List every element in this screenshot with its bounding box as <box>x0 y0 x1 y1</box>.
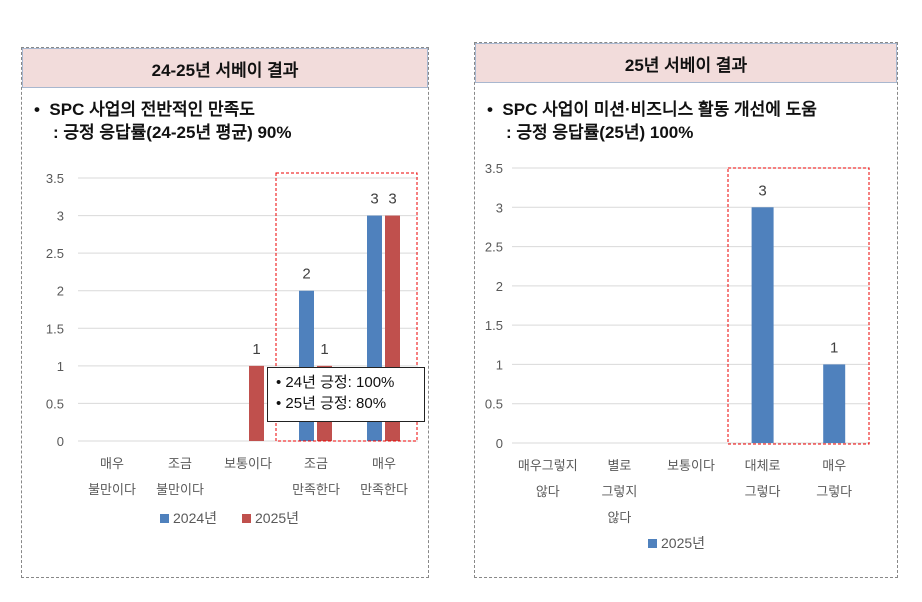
data-label: 2 <box>302 266 310 283</box>
highlight-box <box>275 172 418 442</box>
y-tick-label: 3 <box>57 209 64 224</box>
legend-swatch <box>242 514 251 523</box>
callout-item: 25년 긍정: 80% <box>285 395 387 412</box>
data-label: 3 <box>758 182 766 199</box>
callout-box: • 24년 긍정: 100% • 25년 긍정: 80% <box>267 367 425 422</box>
y-tick-label: 2.5 <box>485 240 503 255</box>
x-tick-label: 보통이다 <box>224 456 272 471</box>
bar-2025년 <box>249 365 264 441</box>
callout-item: 24년 긍정: 100% <box>285 374 395 391</box>
bullet-subtext: : 긍정 응답률(24-25년 평균) 90% <box>53 123 292 142</box>
y-tick-label: 1.5 <box>485 318 503 333</box>
x-tick-label: 매우 <box>372 456 396 471</box>
panel-title: 24-25년 서베이 결과 <box>22 48 428 88</box>
x-tick-label: 별로 <box>607 458 631 473</box>
y-tick-label: 1 <box>496 357 503 372</box>
data-label: 3 <box>388 191 396 208</box>
x-tick-label: 보통이다 <box>667 458 715 473</box>
y-tick-label: 1.5 <box>46 321 64 336</box>
legend-label: 2024년 <box>173 510 217 526</box>
bar-2025년 <box>751 207 774 443</box>
x-tick-label: 조금 <box>304 456 328 471</box>
panel-left: 24-25년 서베이 결과 • SPC 사업의 전반적인 만족도 : 긍정 응답… <box>21 47 429 578</box>
highlight-box <box>727 167 870 445</box>
x-tick-label: 그렇지 <box>601 484 637 499</box>
bullet-text: SPC 사업의 전반적인 만족도 <box>49 100 255 119</box>
y-tick-label: 2 <box>496 279 503 294</box>
data-label: 3 <box>370 191 378 208</box>
bullet-subtext: : 긍정 응답률(25년) 100% <box>506 123 694 142</box>
legend-swatch <box>160 514 169 523</box>
y-tick-label: 1 <box>57 359 64 374</box>
panel-title: 25년 서베이 결과 <box>475 43 897 83</box>
bar-2025년 <box>823 364 846 443</box>
panel-right: 25년 서베이 결과 • SPC 사업이 미션·비즈니스 활동 개선에 도움 :… <box>474 42 898 578</box>
y-tick-label: 0 <box>496 436 503 451</box>
y-tick-label: 3.5 <box>46 171 64 186</box>
bullet-text: SPC 사업이 미션·비즈니스 활동 개선에 도움 <box>502 100 817 119</box>
x-tick-label: 않다 <box>536 484 560 499</box>
data-label: 1 <box>830 339 838 356</box>
x-tick-label: 조금 <box>168 456 192 471</box>
y-tick-label: 0.5 <box>46 396 64 411</box>
x-tick-label: 만족한다 <box>360 482 408 497</box>
x-tick-label: 않다 <box>607 510 631 525</box>
legend-swatch <box>648 539 657 548</box>
x-tick-label: 매우 <box>822 458 846 473</box>
x-tick-label: 불만이다 <box>156 482 204 497</box>
y-tick-label: 0 <box>57 434 64 449</box>
y-tick-label: 2 <box>57 284 64 299</box>
data-label: 1 <box>320 341 328 358</box>
legend-label: 2025년 <box>661 535 705 551</box>
x-tick-label: 그렇다 <box>816 484 852 499</box>
x-tick-label: 매우그렇지 <box>518 458 578 473</box>
y-tick-label: 3.5 <box>485 161 503 176</box>
x-tick-label: 대체로 <box>745 458 781 473</box>
y-tick-label: 2.5 <box>46 246 64 261</box>
x-tick-label: 불만이다 <box>88 482 136 497</box>
x-tick-label: 만족한다 <box>292 482 340 497</box>
data-label: 1 <box>252 341 260 358</box>
legend-label: 2025년 <box>255 510 299 526</box>
y-tick-label: 3 <box>496 200 503 215</box>
x-tick-label: 매우 <box>100 456 124 471</box>
x-tick-label: 그렇다 <box>745 484 781 499</box>
y-tick-label: 0.5 <box>485 397 503 412</box>
